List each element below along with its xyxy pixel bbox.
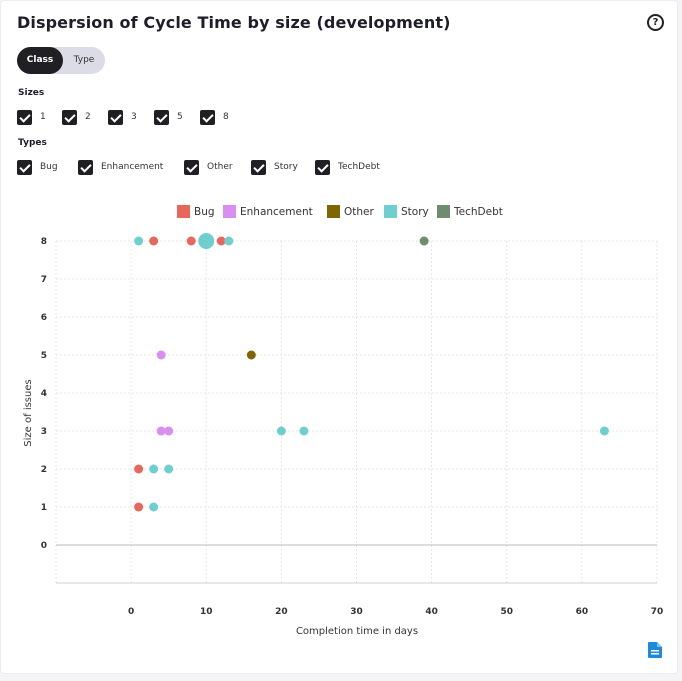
x-tick-label: 10: [200, 607, 213, 617]
type-checkbox-techdebt[interactable]: TechDebt: [315, 159, 380, 175]
data-point-story: [599, 426, 609, 436]
size-checkbox-8[interactable]: 8: [200, 109, 229, 125]
data-point-enhancement: [164, 426, 174, 436]
sizes-label: Sizes: [18, 88, 45, 98]
y-tick-label: 5: [41, 351, 47, 361]
types-label: Types: [18, 138, 47, 148]
size-checkbox-label: 2: [85, 112, 91, 122]
size-checkbox-3[interactable]: 3: [108, 109, 137, 125]
size-checkbox-1[interactable]: 1: [17, 109, 46, 125]
data-point-enhancement: [156, 350, 166, 360]
chart-title: Dispersion of Cycle Time by size (develo…: [17, 13, 451, 32]
checked-checkbox-icon[interactable]: [108, 109, 123, 125]
size-checkbox-5[interactable]: 5: [154, 109, 183, 125]
type-checkbox-label: TechDebt: [338, 162, 380, 172]
type-checkbox-bug[interactable]: Bug: [17, 159, 58, 175]
size-checkbox-label: 5: [177, 112, 183, 122]
x-axis-label: Completion time in days: [296, 626, 418, 637]
data-point-story: [299, 426, 309, 436]
legend-label-story: Story: [401, 206, 429, 218]
x-tick-label: 50: [500, 607, 513, 617]
legend-swatch-bug: [177, 205, 190, 218]
data-point-bug: [134, 464, 144, 474]
size-checkbox-label: 1: [40, 112, 46, 122]
type-checkbox-enhancement[interactable]: Enhancement: [78, 159, 163, 175]
size-checkbox-2[interactable]: 2: [62, 109, 91, 125]
legend-swatch-other: [327, 205, 340, 218]
y-tick-label: 8: [41, 237, 47, 247]
y-tick-label: 2: [41, 465, 47, 475]
data-point-story: [134, 236, 144, 246]
legend-swatch-techdebt: [437, 205, 450, 218]
document-icon[interactable]: [648, 642, 662, 662]
y-tick-label: 0: [41, 541, 47, 551]
legend-label-techdebt: TechDebt: [453, 206, 503, 218]
data-point-techdebt: [419, 236, 429, 246]
x-tick-label: 30: [350, 607, 363, 617]
data-point-bug: [216, 236, 226, 246]
legend-label-other: Other: [344, 206, 374, 218]
legend-label-bug: Bug: [194, 206, 215, 218]
data-point-story: [149, 502, 159, 512]
legend-label-enhancement: Enhancement: [240, 206, 313, 218]
type-checkbox-label: Other: [207, 162, 233, 172]
data-point-story: [224, 236, 234, 246]
size-checkbox-label: 3: [131, 112, 137, 122]
type-checkbox-label: Enhancement: [101, 162, 164, 172]
x-tick-label: 20: [275, 607, 288, 617]
type-checkbox-label: Story: [274, 162, 298, 172]
checked-checkbox-icon[interactable]: [184, 159, 199, 175]
y-axis-label: Size of issues: [23, 379, 34, 446]
data-point-enhancement: [156, 426, 166, 436]
data-point-other: [246, 350, 256, 360]
y-tick-label: 7: [41, 275, 47, 285]
data-point-story: [198, 233, 215, 249]
legend-swatch-enhancement: [223, 205, 236, 218]
type-checkbox-story[interactable]: Story: [251, 159, 298, 175]
x-tick-label: 0: [128, 607, 134, 617]
y-tick-label: 1: [41, 503, 47, 513]
data-point-bug: [186, 236, 196, 246]
checked-checkbox-icon[interactable]: [200, 109, 215, 125]
y-tick-label: 4: [41, 389, 47, 399]
data-point-story: [164, 464, 174, 474]
size-checkbox-label: 8: [223, 112, 229, 122]
x-tick-label: 70: [651, 607, 664, 617]
type-checkbox-other[interactable]: Other: [184, 159, 233, 175]
checked-checkbox-icon[interactable]: [315, 159, 330, 175]
toggle-class-option[interactable]: Class: [17, 47, 63, 74]
toggle-type-option[interactable]: Type: [73, 55, 95, 65]
data-point-story: [149, 464, 159, 474]
checked-checkbox-icon[interactable]: [62, 109, 77, 125]
x-tick-label: 40: [425, 607, 438, 617]
checked-checkbox-icon[interactable]: [78, 159, 93, 175]
type-checkbox-label: Bug: [40, 162, 58, 172]
checked-checkbox-icon[interactable]: [251, 159, 266, 175]
data-point-bug: [134, 502, 144, 512]
checked-checkbox-icon[interactable]: [17, 159, 32, 175]
data-point-bug: [149, 236, 159, 246]
y-tick-label: 3: [41, 427, 47, 437]
x-tick-label: 60: [576, 607, 589, 617]
class-type-toggle: Class Type: [17, 47, 105, 74]
help-circle-icon[interactable]: ?: [647, 14, 664, 31]
legend-swatch-story: [384, 205, 397, 218]
checked-checkbox-icon[interactable]: [154, 109, 169, 125]
data-point-story: [276, 426, 286, 436]
checked-checkbox-icon[interactable]: [17, 109, 32, 125]
y-tick-label: 6: [41, 313, 47, 323]
